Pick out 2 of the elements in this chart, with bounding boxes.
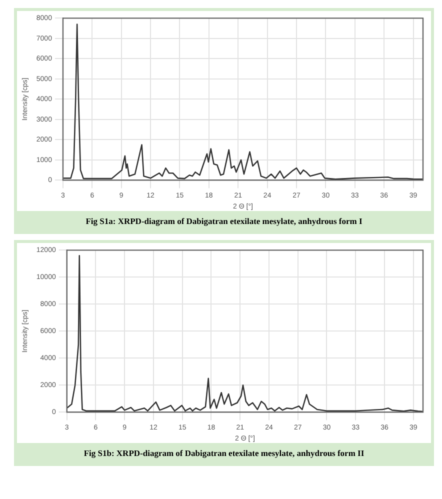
caption: Fig S1a: XRPD-diagram of Dabigatran etexilate mesylate, anhydrous form I bbox=[17, 211, 431, 231]
caption: Fig S1b: XRPD-diagram of Dabigatran etexilate mesylate, anhydrous form II bbox=[17, 443, 431, 463]
